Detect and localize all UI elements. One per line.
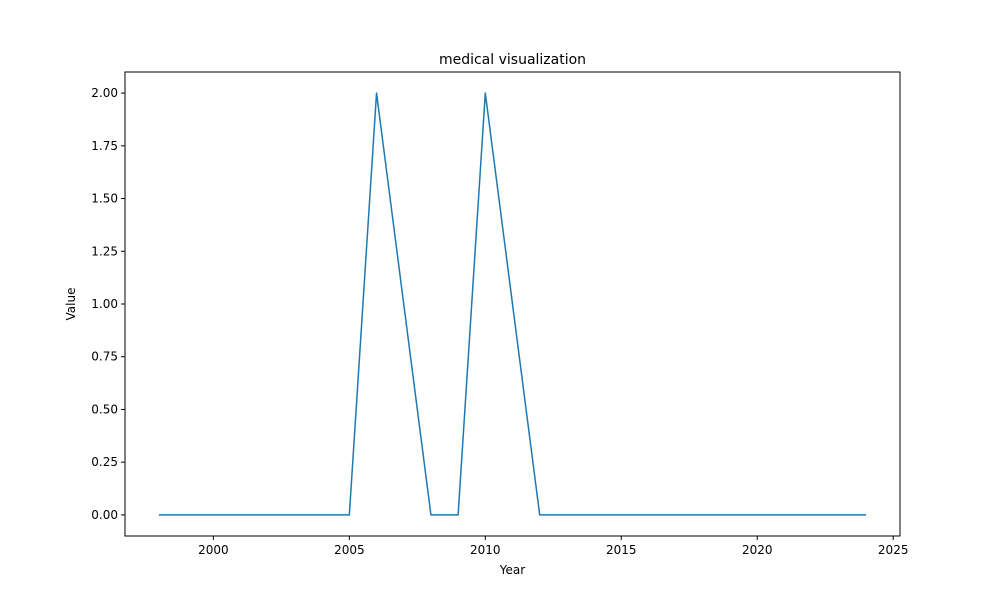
series-layer: [158, 92, 867, 516]
x-tick-label: 2005: [334, 543, 365, 557]
x-tick-label: 2015: [606, 543, 637, 557]
chart-title: medical visualization: [439, 52, 586, 68]
x-tick-label: 2025: [878, 543, 909, 557]
y-tick-label: 1.50: [91, 192, 118, 206]
y-axis: 0.00 0.25 0.50 0.75 1.00 1.25 1.50 1.75 2.00: [91, 86, 125, 522]
x-tick-label: 2010: [470, 543, 501, 557]
y-tick-label: 2.00: [91, 86, 118, 100]
x-axis-label: Year: [499, 563, 525, 577]
y-tick-label: 0.00: [91, 508, 118, 522]
x-axis: 2000 2005 2010 2015 2020 2025: [198, 536, 908, 557]
series-line: [158, 92, 867, 516]
y-tick-label: 1.00: [91, 297, 118, 311]
y-axis-label: Value: [64, 288, 78, 321]
y-tick-label: 0.75: [91, 350, 118, 364]
y-tick-label: 0.50: [91, 402, 118, 416]
y-tick-label: 1.75: [91, 139, 118, 153]
x-tick-label: 2020: [742, 543, 773, 557]
y-tick-label: 0.25: [91, 455, 118, 469]
y-tick-label: 1.25: [91, 244, 118, 258]
x-tick-label: 2000: [198, 543, 229, 557]
